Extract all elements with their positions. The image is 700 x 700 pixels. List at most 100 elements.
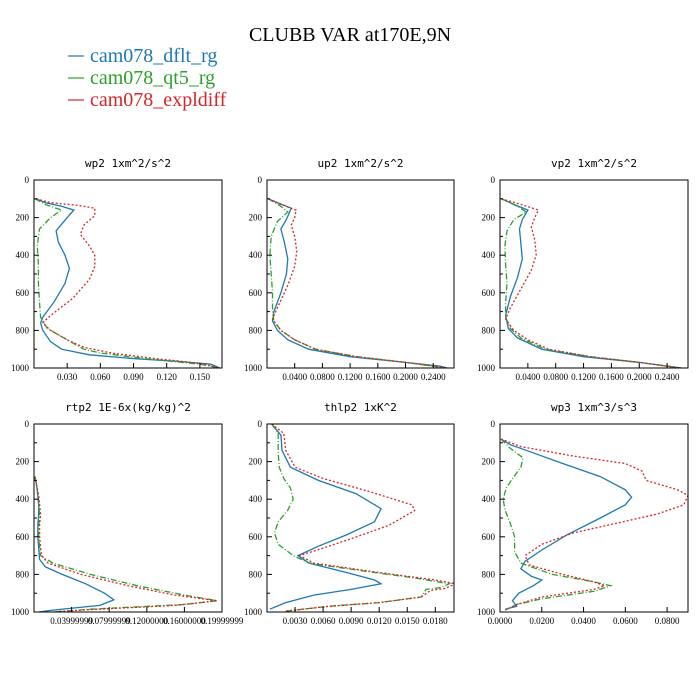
panel-title: wp3 1xm^3/s^3 — [551, 401, 637, 414]
y-tick-label: 0 — [491, 419, 496, 429]
series-line — [35, 198, 221, 368]
panel-title: up2 1xm^2/s^2 — [317, 157, 403, 170]
x-tick-label: 0.12000000 — [125, 616, 168, 626]
x-tick-label: 0.090 — [123, 372, 144, 382]
x-tick-label: 0.0000 — [488, 616, 513, 626]
y-tick-label: 400 — [249, 250, 263, 260]
legend: cam078_dflt_rgcam078_qt5_rgcam078_expldi… — [68, 45, 227, 111]
y-tick-label: 1000 — [477, 607, 496, 617]
series-line — [269, 424, 383, 610]
x-tick-label: 0.0030 — [283, 616, 308, 626]
plot-frame — [33, 179, 223, 369]
series-line — [501, 198, 682, 368]
panel-title: vp2 1xm^2/s^2 — [551, 157, 637, 170]
plot-frame — [499, 179, 689, 369]
plot-frame — [266, 423, 455, 613]
figure-title: CLUBB VAR at170E,9N — [249, 24, 451, 46]
y-tick-label: 800 — [16, 325, 30, 335]
x-tick-label: 0.060 — [90, 372, 111, 382]
series-line — [268, 198, 448, 368]
x-tick-label: 0.0120 — [367, 616, 392, 626]
y-tick-label: 600 — [482, 288, 496, 298]
plot-frame — [33, 423, 223, 613]
y-tick-label: 400 — [482, 250, 496, 260]
y-tick-label: 600 — [482, 532, 496, 542]
panels: wp2 1xm^2/s^2 0 200 400 600 800 1000 0.030 0.060… — [11, 157, 689, 626]
series-line — [500, 438, 688, 611]
plot-frame — [499, 423, 689, 613]
y-tick-label: 800 — [249, 325, 263, 335]
y-tick-label: 600 — [16, 288, 30, 298]
y-tick-label: 200 — [249, 213, 263, 223]
series-line — [501, 198, 682, 368]
x-tick-label: 0.0800 — [543, 372, 568, 382]
chart-panel: vp2 1xm^2/s^2 0 200 400 600 800 1000 0.0400 0.08… — [477, 157, 689, 382]
chart-panel: wp2 1xm^2/s^2 0 200 400 600 800 1000 0.030 0.060… — [11, 157, 223, 382]
y-tick-label: 400 — [249, 494, 263, 504]
y-tick-label: 0 — [25, 175, 30, 185]
y-tick-label: 0 — [25, 419, 30, 429]
y-tick-label: 200 — [16, 457, 30, 467]
series-line — [268, 198, 448, 368]
x-tick-label: 0.120 — [157, 372, 178, 382]
x-tick-label: 0.0800 — [310, 372, 335, 382]
x-tick-label: 0.2400 — [655, 372, 680, 382]
x-tick-label: 0.1600 — [365, 372, 390, 382]
x-tick-label: 0.0600 — [613, 616, 638, 626]
y-tick-label: 600 — [249, 288, 263, 298]
y-tick-label: 600 — [16, 532, 30, 542]
series-line — [34, 476, 218, 612]
legend-entry: cam078_dflt_rg — [90, 45, 217, 67]
x-tick-label: 0.2000 — [627, 372, 652, 382]
legend-entry: cam078_qt5_rg — [90, 67, 215, 89]
y-tick-label: 800 — [482, 325, 496, 335]
x-tick-label: 0.1600 — [599, 372, 624, 382]
x-tick-label: 0.0150 — [395, 616, 420, 626]
legend-entry: cam078_expldiff — [90, 89, 227, 111]
y-tick-label: 400 — [16, 494, 30, 504]
series-line — [36, 198, 220, 368]
x-tick-label: 0.07999999 — [88, 616, 131, 626]
y-tick-label: 1000 — [477, 363, 496, 373]
y-tick-label: 1000 — [11, 363, 30, 373]
panel-title: wp2 1xm^2/s^2 — [85, 157, 171, 170]
x-tick-label: 0.0090 — [339, 616, 364, 626]
x-tick-label: 0.0400 — [515, 372, 540, 382]
x-tick-label: 0.0200 — [529, 616, 554, 626]
x-tick-label: 0.03999999 — [50, 616, 93, 626]
y-tick-label: 800 — [16, 569, 30, 579]
x-tick-label: 0.0400 — [571, 616, 596, 626]
chart-panel: up2 1xm^2/s^2 0 200 400 600 800 1000 0.0400 0.08… — [244, 157, 455, 382]
y-tick-label: 200 — [249, 457, 263, 467]
series-line — [500, 438, 614, 611]
chart-panel: rtp2 1E-6x(kg/kg)^2 0 200 400 600 800 1000 0.03… — [11, 401, 244, 626]
y-tick-label: 800 — [249, 569, 263, 579]
y-tick-label: 1000 — [244, 363, 263, 373]
x-tick-label: 0.1200 — [338, 372, 363, 382]
x-tick-label: 0.150 — [190, 372, 211, 382]
series-line — [271, 424, 454, 612]
x-tick-label: 0.030 — [57, 372, 78, 382]
x-tick-label: 0.2000 — [393, 372, 418, 382]
y-tick-label: 400 — [482, 494, 496, 504]
series-line — [501, 198, 682, 368]
x-tick-label: 0.1200 — [571, 372, 596, 382]
y-tick-label: 400 — [16, 250, 30, 260]
panel-title: thlp2 1xK^2 — [324, 401, 397, 414]
panel-title: rtp2 1E-6x(kg/kg)^2 — [65, 401, 191, 414]
x-tick-label: 0.0060 — [311, 616, 336, 626]
series-line — [271, 424, 452, 612]
series-line — [500, 438, 633, 610]
x-tick-label: 0.0400 — [282, 372, 307, 382]
y-tick-label: 200 — [482, 213, 496, 223]
x-tick-label: 0.2400 — [421, 372, 446, 382]
series-line — [268, 198, 448, 368]
y-tick-label: 0 — [258, 419, 263, 429]
y-tick-label: 200 — [16, 213, 30, 223]
x-tick-label: 0.16000000 — [163, 616, 206, 626]
y-tick-label: 1000 — [11, 607, 30, 617]
x-tick-label: 0.0180 — [423, 616, 448, 626]
series-line — [34, 476, 116, 612]
